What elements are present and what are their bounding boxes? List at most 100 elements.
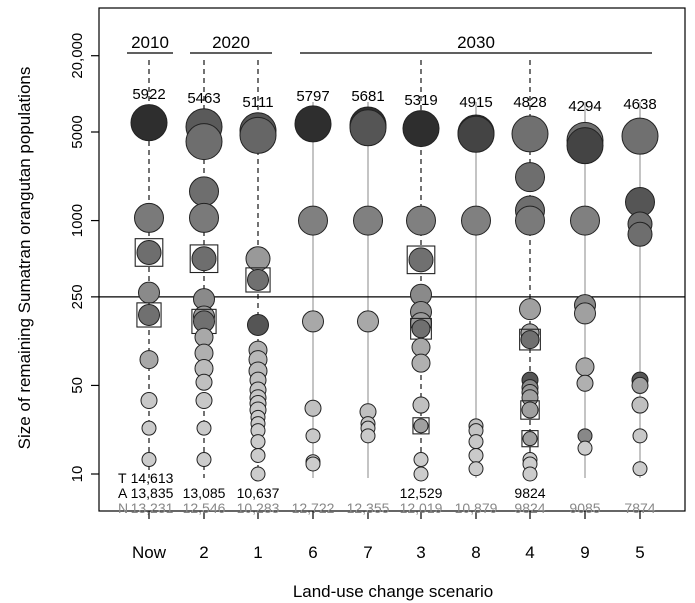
- data-point: [196, 420, 212, 436]
- x-tick-label: 7: [363, 543, 372, 562]
- data-point: [575, 357, 595, 377]
- top-value-label: 5681: [351, 88, 384, 105]
- data-point: [576, 374, 594, 392]
- data-point: [627, 221, 653, 247]
- data-point: [515, 162, 545, 193]
- top-value-label: 5319: [404, 92, 437, 109]
- data-point: [304, 399, 322, 417]
- x-axis-label: Land-use change scenario: [293, 582, 493, 601]
- y-axis-label: Size of remaining Sumatran orangutan pop…: [15, 67, 34, 450]
- data-point: [413, 466, 429, 482]
- bottom-value: 13,835: [131, 485, 174, 501]
- bottom-value: 10,283: [237, 500, 280, 516]
- data-point: [239, 116, 277, 154]
- bottom-value: 10,637: [237, 485, 280, 501]
- data-point: [302, 310, 324, 333]
- x-tick-label: 2: [199, 543, 208, 562]
- data-point: [353, 205, 383, 236]
- data-point: [191, 246, 217, 272]
- bottom-value: 7874: [624, 500, 655, 516]
- data-point: [631, 396, 649, 414]
- bottom-value: 9085: [569, 500, 600, 516]
- bottom-value: 10,879: [455, 500, 498, 516]
- row-prefix: T: [118, 470, 127, 486]
- data-point: [413, 452, 429, 468]
- data-point: [245, 246, 271, 272]
- data-point: [141, 452, 157, 468]
- x-tick-label: 3: [416, 543, 425, 562]
- data-point: [189, 202, 219, 233]
- data-point: [515, 205, 545, 236]
- top-value-label: 4294: [568, 98, 601, 115]
- data-point: [570, 205, 600, 236]
- data-point: [250, 447, 266, 463]
- data-point: [413, 418, 429, 434]
- data-point: [457, 115, 495, 153]
- data-point: [468, 447, 484, 463]
- y-tick-label: 10: [69, 466, 86, 483]
- data-point: [411, 337, 431, 357]
- top-value-label: 5922: [132, 86, 165, 103]
- top-value-label: 5463: [187, 90, 220, 107]
- data-point: [250, 466, 266, 482]
- x-tick-label: 8: [471, 543, 480, 562]
- top-value-label: 4638: [623, 96, 656, 113]
- x-tick-label: 5: [635, 543, 644, 562]
- data-point: [130, 104, 168, 142]
- data-point: [520, 330, 540, 350]
- data-point: [406, 205, 436, 236]
- data-point: [138, 303, 160, 326]
- data-point: [134, 202, 164, 233]
- bottom-value: 13,085: [183, 485, 226, 501]
- row-prefix: A: [118, 485, 128, 501]
- square-marker: [519, 328, 541, 351]
- data-point: [357, 310, 379, 333]
- top-value-label: 4828: [513, 94, 546, 111]
- bottom-value: 9824: [514, 500, 545, 516]
- x-tick-label: Now: [132, 543, 167, 562]
- data-point: [196, 452, 212, 468]
- x-tick-label: 1: [253, 543, 262, 562]
- y-tick-label: 250: [69, 284, 86, 309]
- data-point: [408, 247, 434, 273]
- period-label: 2020: [212, 33, 250, 52]
- y-tick-label: 1000: [69, 204, 86, 237]
- data-point: [247, 268, 269, 291]
- y-tick-label: 20,000: [69, 33, 86, 79]
- period-label: 2010: [131, 33, 169, 52]
- data-point: [247, 313, 269, 336]
- plot-frame: [98, 7, 686, 512]
- data-point: [185, 123, 223, 161]
- bottom-value: 12,722: [292, 500, 335, 516]
- data-point: [411, 319, 431, 339]
- data-point: [621, 117, 659, 155]
- x-tick-label: 9: [580, 543, 589, 562]
- data-point: [468, 434, 484, 450]
- square-marker: [521, 430, 539, 448]
- square-marker: [520, 400, 540, 420]
- data-point: [136, 239, 162, 265]
- period-label: 2030: [457, 33, 495, 52]
- data-point: [511, 115, 549, 153]
- data-point: [360, 428, 376, 444]
- data-point: [294, 105, 332, 143]
- data-point: [566, 127, 604, 165]
- y-tick-label: 5000: [69, 115, 86, 148]
- x-tick-label: 4: [525, 543, 534, 562]
- data-point: [632, 461, 648, 477]
- data-point: [141, 420, 157, 436]
- data-point: [632, 428, 648, 444]
- square-marker: [134, 238, 164, 267]
- data-point: [195, 373, 213, 391]
- data-point: [195, 392, 213, 410]
- bottom-value: 14,613: [131, 470, 174, 486]
- bottom-value: 12,355: [347, 500, 390, 516]
- bottom-value: 12,546: [183, 500, 226, 516]
- square-marker: [136, 302, 162, 328]
- square-marker: [189, 244, 219, 274]
- data-point: [519, 298, 541, 321]
- data-point: [411, 353, 431, 373]
- data-point: [305, 456, 321, 472]
- x-tick-label: 6: [308, 543, 317, 562]
